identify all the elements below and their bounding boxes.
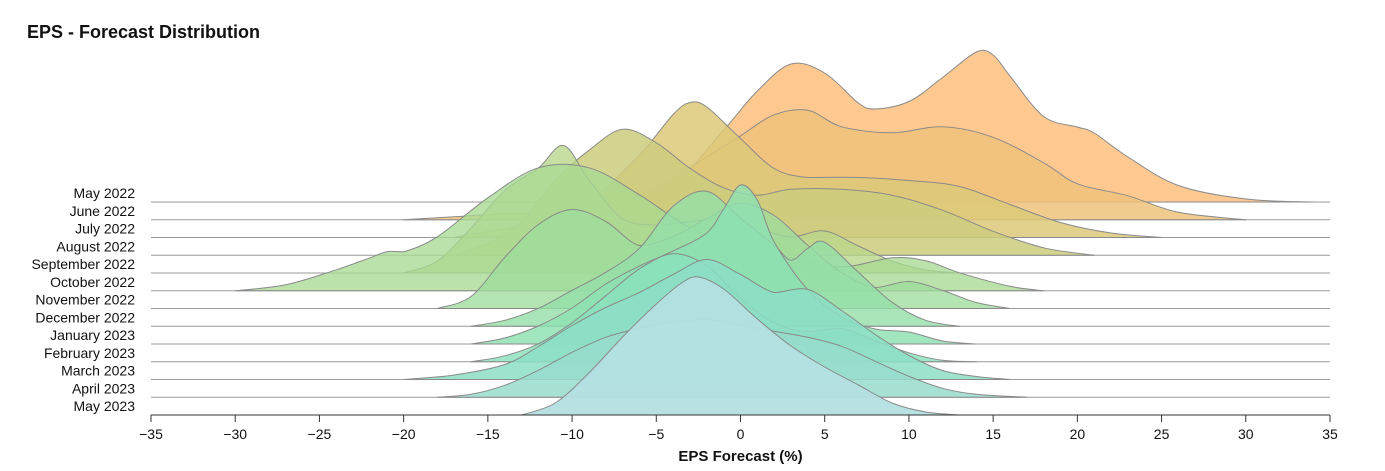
x-tick-label: 5 [821,426,829,442]
ridges-group [151,49,1330,416]
x-axis-title: EPS Forecast (%) [678,448,802,465]
x-tick-label: 20 [1070,426,1086,442]
x-tick-label: −35 [139,426,163,442]
row-label-june-2022: June 2022 [70,203,136,219]
chart-title: EPS - Forecast Distribution [27,22,261,42]
row-label-february-2023: February 2023 [44,345,135,361]
x-tick-label: −5 [648,426,664,442]
x-tick-label: −15 [476,426,500,442]
row-label-april-2023: April 2023 [72,380,135,396]
ridge-october-2022 [234,163,1045,292]
row-label-may-2022: May 2022 [74,185,136,201]
x-tick-label: −10 [560,426,584,442]
x-tick-label: 15 [985,426,1001,442]
row-label-november-2022: November 2022 [35,292,135,308]
row-label-may-2023: May 2023 [74,398,136,414]
row-label-december-2022: December 2022 [35,309,135,325]
row-label-august-2022: August 2022 [56,238,135,254]
ridge-may-2023 [521,276,960,416]
x-tick-label: −30 [223,426,247,442]
x-tick-label: −20 [392,426,416,442]
x-tick-label: 30 [1238,426,1254,442]
x-ticks-group: −35 −30 −25 −20 −15 −10 −5 0 5 10 15 20 25 30 35 [139,415,1338,442]
x-tick-label: 10 [901,426,917,442]
row-label-january-2023: January 2023 [50,327,135,343]
x-tick-label: 25 [1154,426,1170,442]
row-label-october-2022: October 2022 [50,274,135,290]
x-tick-label: −25 [308,426,332,442]
row-label-september-2022: September 2022 [31,256,135,272]
x-axis: −35 −30 −25 −20 −15 −10 −5 0 5 10 15 20 25 30 35 EPS F… [139,414,1338,465]
x-tick-label: 0 [737,426,745,442]
row-label-july-2022: July 2022 [75,221,135,237]
x-tick-label: 35 [1322,426,1338,442]
row-label-march-2023: March 2023 [61,363,135,379]
